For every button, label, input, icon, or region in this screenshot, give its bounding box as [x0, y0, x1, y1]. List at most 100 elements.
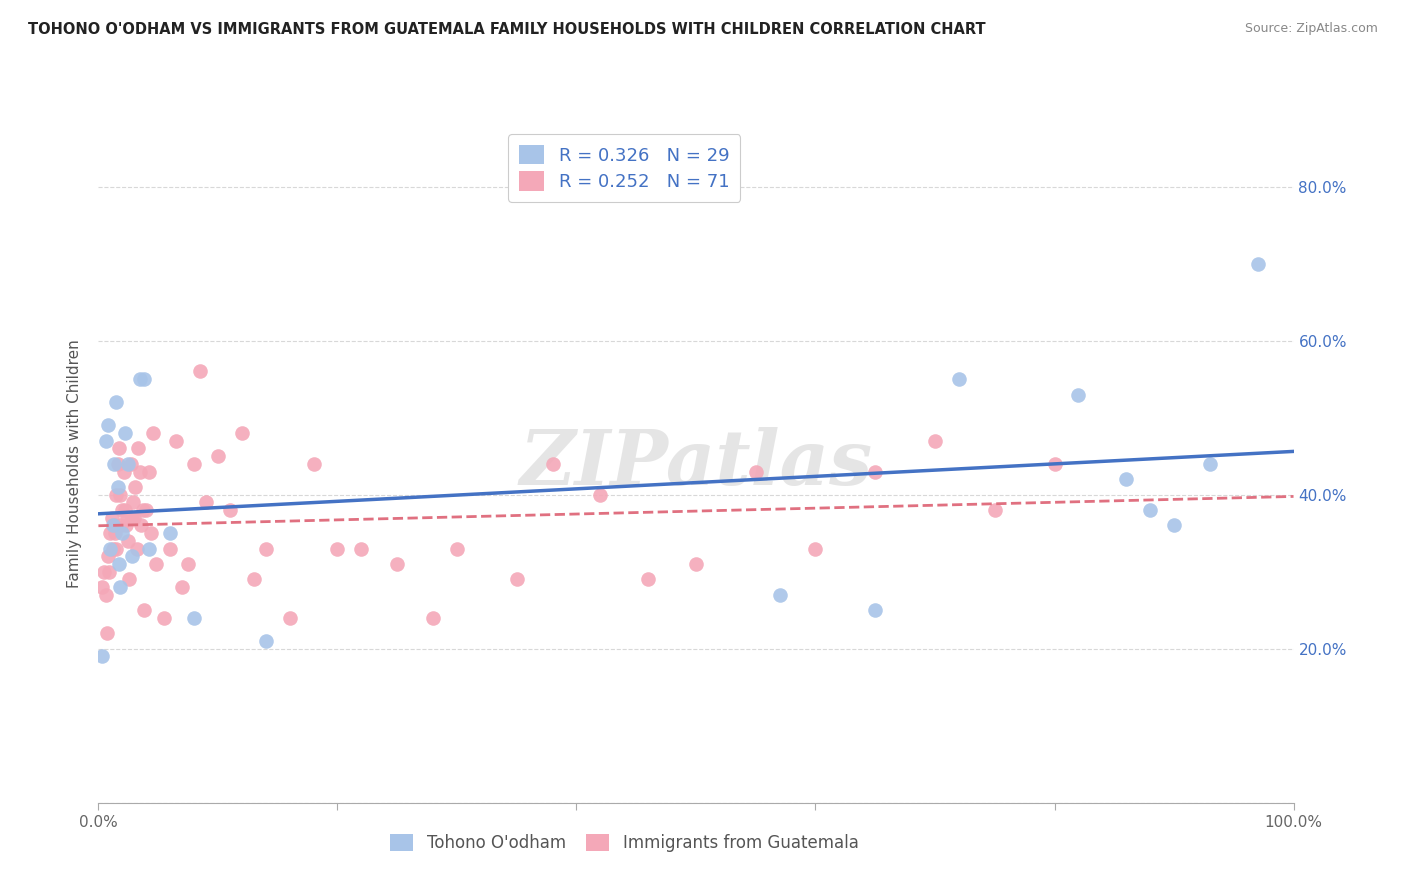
- Point: [159, 541, 181, 556]
- Point: [172, 580, 194, 594]
- Point: [153, 611, 176, 625]
- Point: [96, 626, 118, 640]
- Point: [165, 434, 187, 448]
- Point: [121, 510, 143, 524]
- Point: [183, 457, 205, 471]
- Point: [91, 580, 114, 594]
- Point: [101, 541, 124, 556]
- Point: [120, 457, 142, 471]
- Point: [207, 449, 229, 463]
- Point: [685, 557, 707, 571]
- Point: [139, 526, 162, 541]
- Point: [422, 611, 444, 625]
- Point: [103, 518, 125, 533]
- Point: [350, 541, 373, 556]
- Point: [506, 573, 529, 587]
- Point: [302, 457, 325, 471]
- Point: [768, 588, 790, 602]
- Point: [254, 634, 277, 648]
- Point: [1246, 256, 1268, 270]
- Point: [97, 418, 120, 433]
- Point: [142, 425, 165, 440]
- Point: [111, 503, 134, 517]
- Point: [125, 541, 148, 556]
- Point: [446, 541, 468, 556]
- Point: [326, 541, 349, 556]
- Point: [111, 526, 134, 541]
- Point: [91, 649, 114, 664]
- Point: [104, 526, 127, 541]
- Point: [129, 372, 152, 386]
- Point: [219, 503, 242, 517]
- Point: [107, 557, 129, 571]
- Point: [105, 541, 128, 556]
- Point: [105, 488, 128, 502]
- Point: [105, 395, 128, 409]
- Point: [131, 518, 153, 533]
- Text: ZIPatlas: ZIPatlas: [519, 427, 873, 500]
- Point: [1139, 503, 1161, 517]
- Point: [745, 465, 768, 479]
- Point: [100, 510, 122, 524]
- Point: [948, 372, 970, 386]
- Point: [145, 557, 167, 571]
- Point: [278, 611, 301, 625]
- Point: [127, 442, 149, 456]
- Point: [103, 457, 125, 471]
- Point: [115, 518, 138, 533]
- Point: [541, 457, 564, 471]
- Point: [863, 603, 887, 617]
- Point: [94, 588, 117, 602]
- Point: [589, 488, 612, 502]
- Point: [112, 465, 135, 479]
- Point: [138, 541, 160, 556]
- Point: [93, 565, 115, 579]
- Point: [117, 457, 139, 471]
- Point: [107, 457, 129, 471]
- Y-axis label: Family Households with Children: Family Households with Children: [67, 340, 83, 588]
- Point: [1198, 457, 1220, 471]
- Point: [243, 573, 266, 587]
- Text: Source: ZipAtlas.com: Source: ZipAtlas.com: [1244, 22, 1378, 36]
- Point: [107, 442, 129, 456]
- Point: [118, 573, 141, 587]
- Point: [114, 503, 136, 517]
- Point: [97, 549, 120, 564]
- Point: [863, 465, 887, 479]
- Point: [108, 488, 131, 502]
- Point: [124, 510, 146, 524]
- Point: [1163, 518, 1185, 533]
- Point: [637, 573, 659, 587]
- Point: [94, 434, 117, 448]
- Point: [124, 480, 146, 494]
- Point: [177, 557, 200, 571]
- Point: [804, 541, 827, 556]
- Point: [984, 503, 1007, 517]
- Point: [159, 526, 181, 541]
- Point: [194, 495, 218, 509]
- Point: [188, 364, 211, 378]
- Point: [129, 465, 152, 479]
- Point: [114, 425, 136, 440]
- Point: [110, 518, 132, 533]
- Point: [138, 465, 160, 479]
- Point: [131, 503, 153, 517]
- Legend: R = 0.326   N = 29, R = 0.252   N = 71: R = 0.326 N = 29, R = 0.252 N = 71: [508, 134, 741, 202]
- Point: [107, 480, 129, 494]
- Point: [132, 603, 155, 617]
- Point: [1067, 387, 1090, 401]
- Point: [121, 549, 143, 564]
- Point: [98, 526, 122, 541]
- Point: [1043, 457, 1066, 471]
- Point: [132, 372, 155, 386]
- Point: [231, 425, 253, 440]
- Point: [98, 541, 122, 556]
- Point: [108, 580, 131, 594]
- Point: [101, 518, 124, 533]
- Point: [1115, 472, 1137, 486]
- Point: [117, 533, 139, 548]
- Point: [122, 495, 145, 509]
- Text: TOHONO O'ODHAM VS IMMIGRANTS FROM GUATEMALA FAMILY HOUSEHOLDS WITH CHILDREN CORR: TOHONO O'ODHAM VS IMMIGRANTS FROM GUATEM…: [28, 22, 986, 37]
- Point: [98, 565, 121, 579]
- Point: [924, 434, 946, 448]
